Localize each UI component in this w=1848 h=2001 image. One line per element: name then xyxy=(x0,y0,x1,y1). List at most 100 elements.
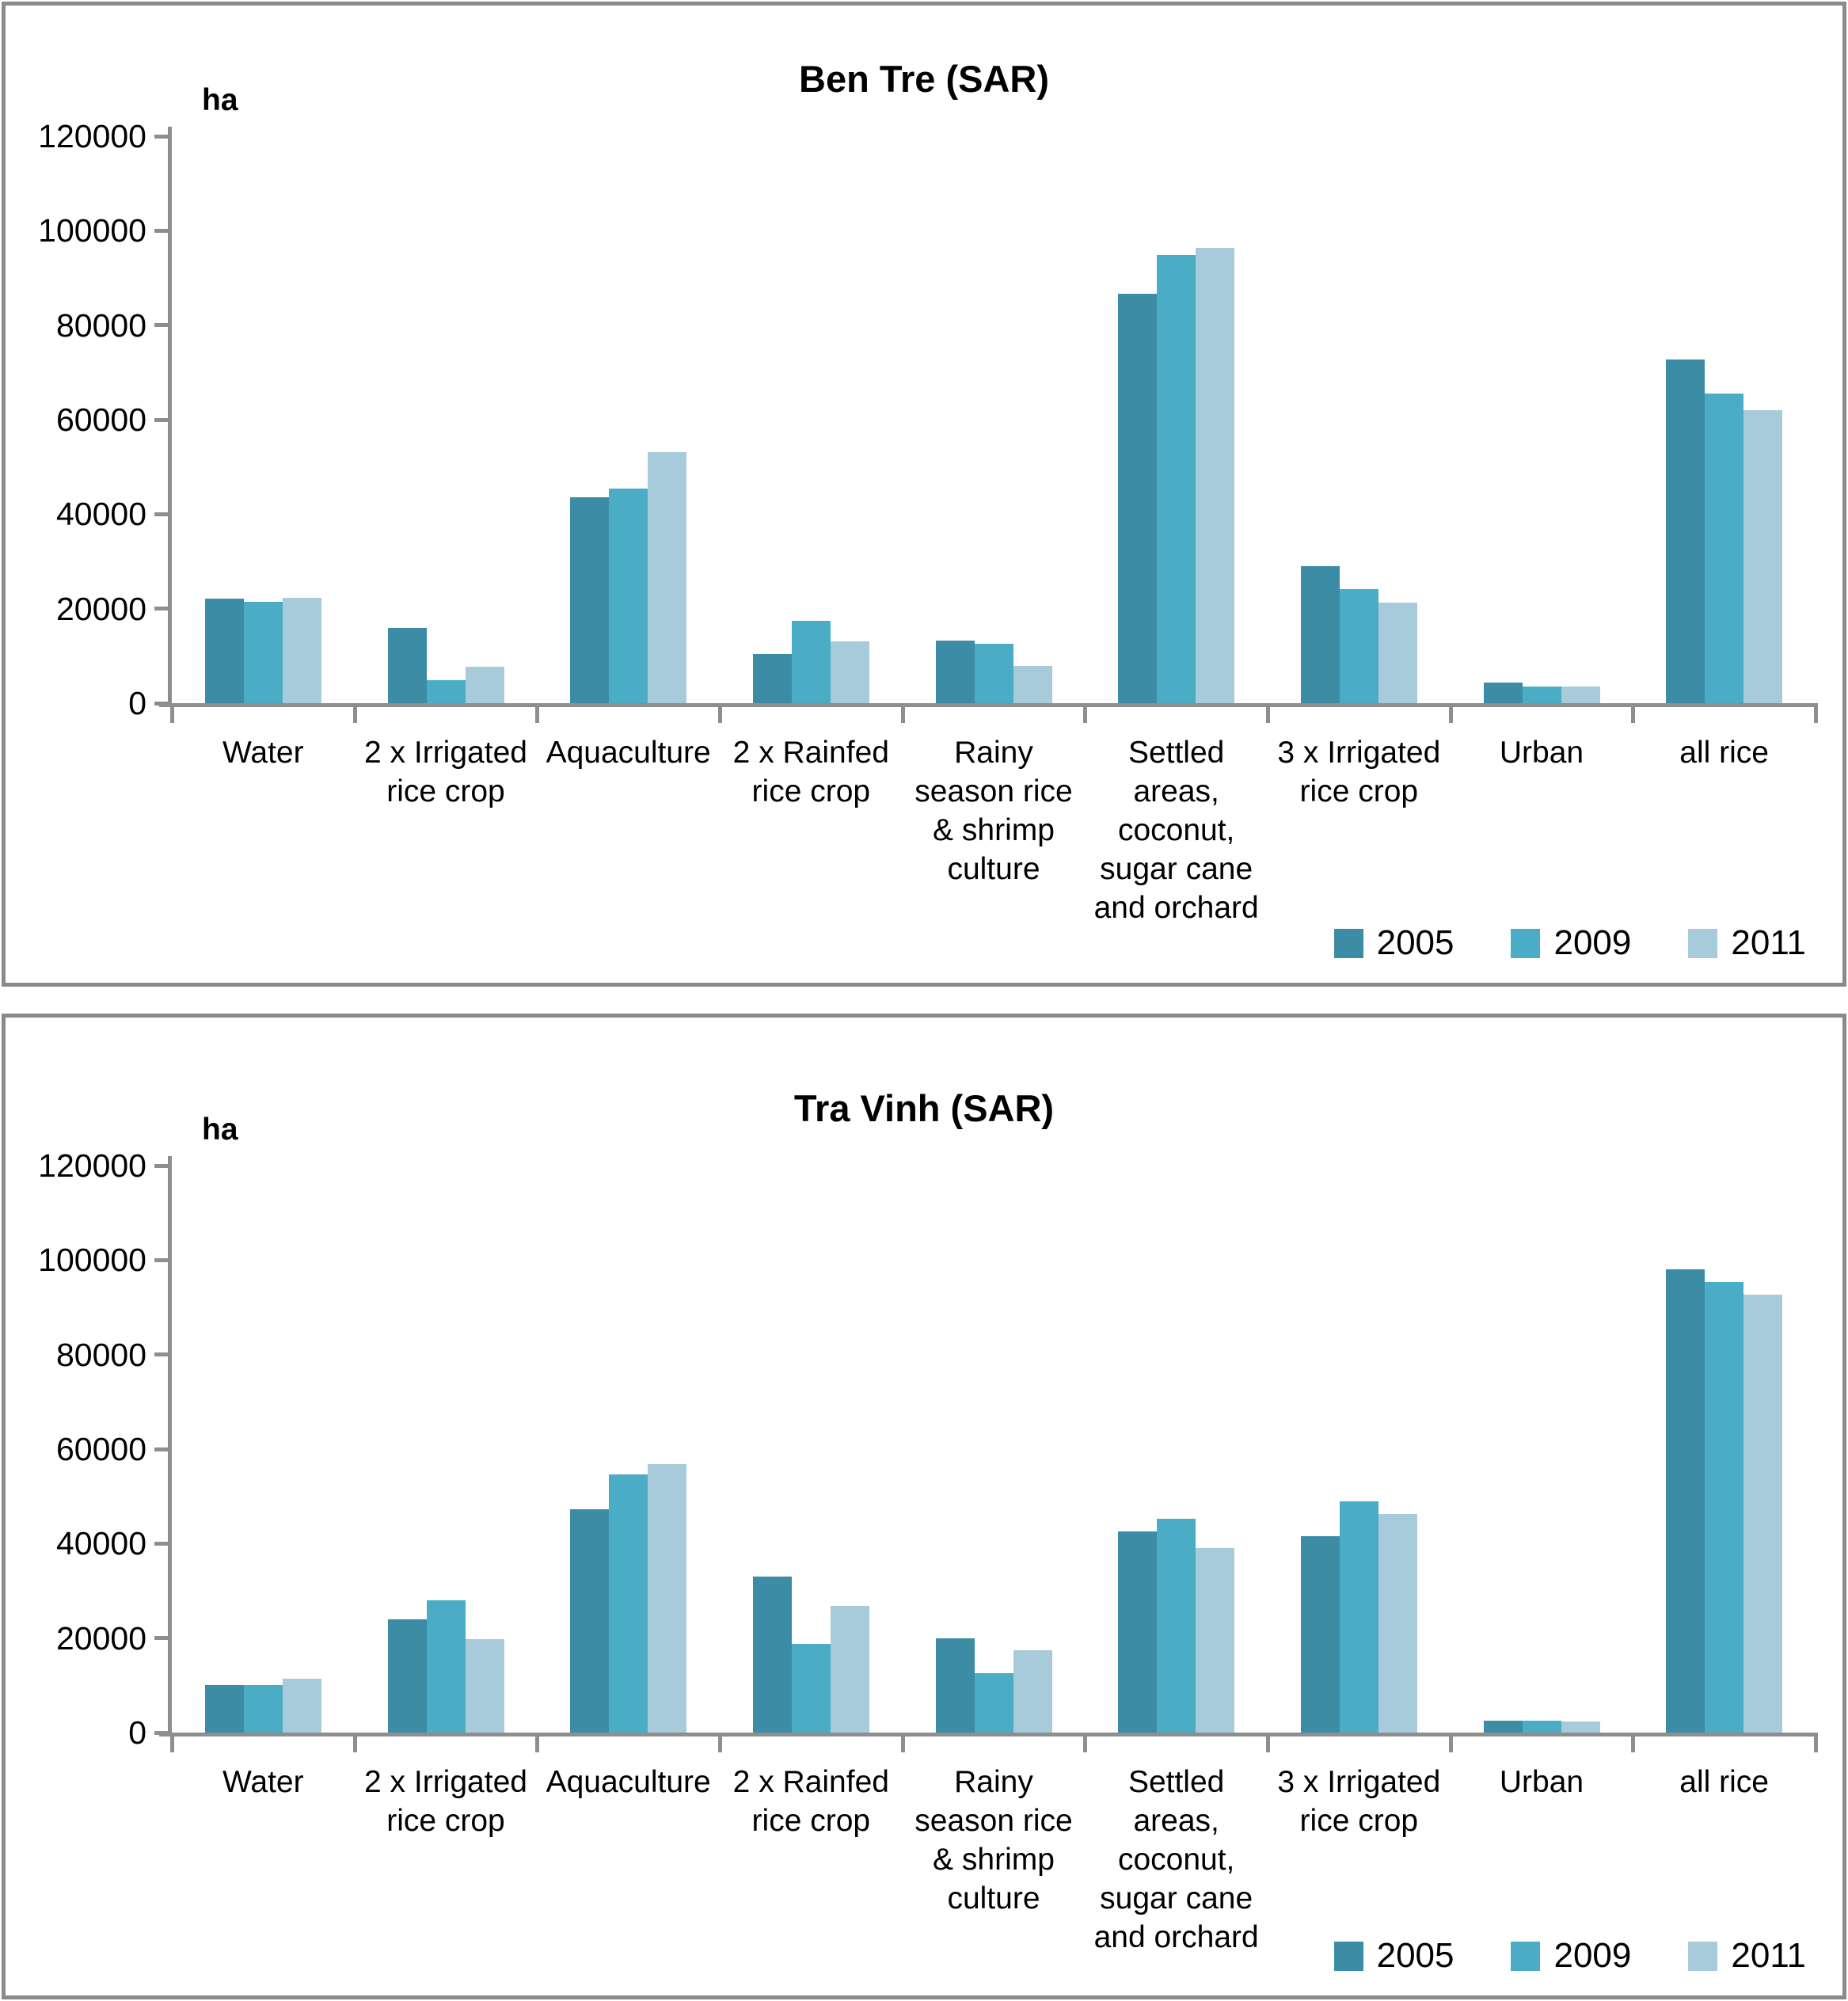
y-axis-tick-label: 100000 xyxy=(38,212,146,249)
bar-2005-urban xyxy=(1483,683,1523,703)
legend-item-2009: 2009 xyxy=(1511,1938,1631,1973)
x-axis-category-label-line: areas, xyxy=(1133,1804,1219,1838)
x-axis-category-label: Rainy season rice & shrimp culture xyxy=(903,1763,1086,1918)
bar-2009-settled-areas-coconut-sugar-cane-and-orchard xyxy=(1157,255,1196,703)
legend-swatch-icon xyxy=(1511,928,1541,958)
x-axis-tick xyxy=(352,703,357,723)
bar-2011-aquaculture xyxy=(648,452,687,703)
x-axis-category-label-line: 3 x Irrigated xyxy=(1277,736,1441,770)
x-axis-category-label-line: 2 x Rainfed xyxy=(732,1765,889,1799)
x-axis-category-label: 3 x Irrigated rice crop xyxy=(1268,733,1451,811)
y-axis-tick xyxy=(154,1447,168,1451)
bar-2011-urban xyxy=(1561,1721,1600,1733)
x-axis-tick xyxy=(1448,703,1453,723)
x-axis-category-label-line: 2 x Rainfed xyxy=(732,736,889,770)
legend-label: 2011 xyxy=(1731,1936,1806,1975)
y-axis-tick xyxy=(154,323,168,328)
x-axis-tick xyxy=(1814,703,1818,723)
chart-panel-tra-vinh: Tra Vinh (SAR) ha 120000 100000 80000 60000… xyxy=(2,1014,1846,1999)
bar-2009-2-x-rainfed-rice-crop xyxy=(791,621,831,703)
x-axis-tick xyxy=(1631,703,1636,723)
y-axis-tick xyxy=(154,228,168,233)
bar-2005-settled-areas-coconut-sugar-cane-and-orchard xyxy=(1118,293,1158,703)
x-axis-category-label-line: rice crop xyxy=(386,774,505,808)
x-axis-category-label-line: Water xyxy=(222,1765,304,1799)
bar-2009-urban xyxy=(1522,686,1561,703)
legend-label: 2009 xyxy=(1553,923,1632,962)
x-axis-category-label-line: sugar cane xyxy=(1100,852,1253,886)
x-axis-category-label-line: 2 x Irrigated xyxy=(364,736,527,770)
x-axis-category-label-line: season rice xyxy=(914,774,1073,808)
x-axis-category-label: all rice xyxy=(1633,1763,1816,1801)
bar-2005-rainy-season-rice-shrimp-culture xyxy=(935,640,975,703)
y-axis-tick-label: 80000 xyxy=(55,306,146,344)
y-axis-tick xyxy=(154,512,168,516)
x-axis-tick xyxy=(718,1733,722,1752)
x-axis-category-label: all rice xyxy=(1633,733,1816,772)
x-axis-category-label-line: Settled xyxy=(1127,736,1225,770)
x-axis-category-label-line: Urban xyxy=(1499,1765,1584,1799)
x-axis-category-label-line: coconut, xyxy=(1117,1843,1235,1877)
plot-area: 120000 100000 80000 60000 40000 20000 0 Water 2 … xyxy=(38,118,1818,925)
x-axis-category-label-line: season rice xyxy=(914,1804,1073,1838)
y-axis-tick-label: 20000 xyxy=(55,1619,146,1657)
x-axis-category-label: Aquaculture xyxy=(537,733,720,772)
x-axis-category-label-line: rice crop xyxy=(386,1804,505,1838)
bar-2005-2-x-rainfed-rice-crop xyxy=(752,653,792,703)
x-axis-category-label-line: areas, xyxy=(1133,774,1219,808)
x-axis-tick xyxy=(535,703,540,723)
x-axis-tick xyxy=(900,1733,905,1752)
y-axis-tick-label: 40000 xyxy=(55,1525,146,1562)
legend-swatch-icon xyxy=(1333,928,1363,958)
x-axis-category-label: 2 x Irrigated rice crop xyxy=(355,733,538,811)
legend: 2005 2009 2011 xyxy=(1333,1936,1806,1975)
legend-label: 2009 xyxy=(1553,1936,1632,1975)
x-axis-category-label-line: all rice xyxy=(1679,1765,1769,1799)
y-axis-tick-label: 80000 xyxy=(55,1336,146,1373)
legend-item-2005: 2005 xyxy=(1333,926,1454,961)
x-axis-category-label: Urban xyxy=(1451,1763,1633,1801)
bar-2011-all-rice xyxy=(1743,1294,1783,1733)
x-axis-category-label: 2 x Rainfed rice crop xyxy=(720,1763,903,1840)
bar-2005-rainy-season-rice-shrimp-culture xyxy=(935,1638,975,1733)
x-axis-category-label-line: 2 x Irrigated xyxy=(364,1765,527,1799)
bar-2011-all-rice xyxy=(1743,410,1783,703)
chart-panel-ben-tre: Ben Tre (SAR) ha 120000 100000 80000 60000 4… xyxy=(2,2,1846,987)
y-axis-tick-label: 0 xyxy=(128,685,146,721)
x-axis-category-label: Urban xyxy=(1451,733,1633,772)
y-axis-tick xyxy=(154,701,168,706)
bar-2011-urban xyxy=(1561,686,1600,703)
x-axis-category-label: 2 x Irrigated rice crop xyxy=(355,1763,538,1840)
bar-2009-aquaculture xyxy=(609,1474,648,1733)
legend-swatch-icon xyxy=(1511,1941,1541,1971)
y-axis-tick-label: 60000 xyxy=(55,401,146,438)
bar-2009-2-x-irrigated-rice-crop xyxy=(426,679,466,703)
bar-2011-2-x-rainfed-rice-crop xyxy=(830,1605,869,1733)
x-axis-category-label: Aquaculture xyxy=(537,1763,720,1801)
x-axis-category-label-line: and orchard xyxy=(1093,891,1259,925)
y-axis-tick xyxy=(154,1257,168,1262)
x-axis-category-label-line: Aquaculture xyxy=(546,736,711,770)
x-axis-category-label: Water xyxy=(172,1763,355,1801)
x-axis-line xyxy=(159,1733,1816,1737)
x-axis-tick xyxy=(170,1733,174,1752)
bar-2011-rainy-season-rice-shrimp-culture xyxy=(1013,666,1052,703)
bar-2011-aquaculture xyxy=(648,1463,687,1733)
x-axis-category-label-line: Rainy xyxy=(954,736,1033,770)
bar-2005-2-x-irrigated-rice-crop xyxy=(387,627,427,703)
bar-2009-2-x-irrigated-rice-crop xyxy=(426,1600,466,1733)
bar-2009-water xyxy=(243,1685,283,1733)
x-axis-category-label: Water xyxy=(172,733,355,772)
x-axis-tick xyxy=(718,703,722,723)
x-axis-tick xyxy=(535,1733,540,1752)
y-axis-tick xyxy=(154,1163,168,1168)
y-axis-tick xyxy=(154,1636,168,1641)
x-axis-category-label-line: Rainy xyxy=(954,1765,1033,1799)
x-axis-category-label-line: Urban xyxy=(1499,736,1584,770)
x-axis-category-label: 3 x Irrigated rice crop xyxy=(1268,1763,1451,1840)
x-axis-category-label-line: all rice xyxy=(1679,736,1769,770)
y-axis-unit-label: ha xyxy=(202,83,238,117)
x-axis-category-label: Rainy season rice & shrimp culture xyxy=(903,733,1086,888)
legend-label: 2011 xyxy=(1731,923,1806,962)
